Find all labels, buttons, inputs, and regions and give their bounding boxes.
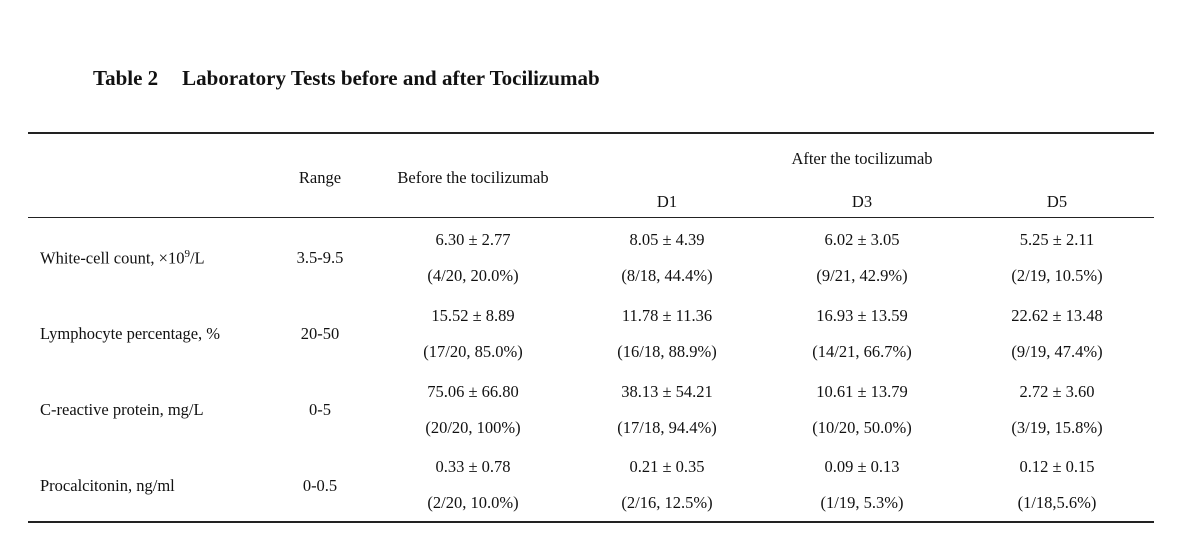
range-cell: 0-5 — [309, 400, 331, 419]
before-count-cell: (20/20, 100%) — [425, 418, 521, 437]
row-label-procalcitonin: Procalcitonin, ng/ml — [40, 476, 175, 495]
d3-mean-cell: 6.02 ± 3.05 — [824, 230, 900, 249]
d5-count-cell: (2/19, 10.5%) — [1011, 266, 1103, 285]
before-count-cell: (2/20, 10.0%) — [427, 493, 519, 512]
table-caption: Table 2 Laboratory Tests before and after… — [93, 66, 600, 91]
range-cell: 0-0.5 — [302, 476, 338, 495]
range-cell: 3.5-9.5 — [296, 248, 344, 267]
d1-count-cell: (17/18, 94.4%) — [617, 418, 717, 437]
d3-mean-cell: 0.09 ± 0.13 — [824, 457, 900, 476]
before-count-cell: (4/20, 20.0%) — [427, 266, 519, 285]
header-range: Range — [298, 168, 342, 187]
d1-mean-cell: 11.78 ± 11.36 — [621, 306, 713, 325]
d5-count-cell: (1/18,5.6%) — [1017, 493, 1097, 512]
d5-mean-cell: 2.72 ± 3.60 — [1019, 382, 1095, 401]
range-cell: 20-50 — [300, 324, 340, 343]
d1-mean-cell: 8.05 ± 4.39 — [629, 230, 705, 249]
before-count-cell: (17/20, 85.0%) — [423, 342, 523, 361]
before-mean-cell: 75.06 ± 66.80 — [427, 382, 519, 401]
d1-count-cell: (16/18, 88.9%) — [617, 342, 717, 361]
d5-count-cell: (3/19, 15.8%) — [1011, 418, 1103, 437]
row-label-white-cell-count: White-cell count, ×109/L — [40, 248, 205, 268]
d3-count-cell: (9/21, 42.9%) — [816, 266, 908, 285]
header-d5: D5 — [1046, 192, 1068, 211]
d3-mean-cell: 10.61 ± 13.79 — [816, 382, 908, 401]
header-rule — [28, 217, 1154, 218]
header-before: Before the tocilizumab — [397, 168, 549, 187]
before-mean-cell: 6.30 ± 2.77 — [435, 230, 511, 249]
d5-count-cell: (9/19, 47.4%) — [1011, 342, 1103, 361]
d5-mean-cell: 22.62 ± 13.48 — [1011, 306, 1103, 325]
d1-mean-cell: 38.13 ± 54.21 — [621, 382, 713, 401]
row-label-c-reactive-protein: C-reactive protein, mg/L — [40, 400, 204, 419]
before-mean-cell: 15.52 ± 8.89 — [431, 306, 515, 325]
table-title: Laboratory Tests before and after Tocili… — [182, 66, 600, 90]
header-d3: D3 — [851, 192, 873, 211]
d3-mean-cell: 16.93 ± 13.59 — [816, 306, 908, 325]
d5-mean-cell: 0.12 ± 0.15 — [1019, 457, 1095, 476]
d1-count-cell: (2/16, 12.5%) — [621, 493, 713, 512]
d3-count-cell: (1/19, 5.3%) — [820, 493, 904, 512]
table-number: Table 2 — [93, 66, 159, 90]
before-mean-cell: 0.33 ± 0.78 — [435, 457, 511, 476]
header-d1: D1 — [656, 192, 678, 211]
d1-mean-cell: 0.21 ± 0.35 — [629, 457, 705, 476]
d1-count-cell: (8/18, 44.4%) — [621, 266, 713, 285]
row-label-lymphocyte-percentage: Lymphocyte percentage, % — [40, 324, 221, 343]
d3-count-cell: (10/20, 50.0%) — [812, 418, 912, 437]
header-after: After the tocilizumab — [791, 149, 933, 168]
bottom-rule — [28, 521, 1154, 523]
top-rule — [28, 132, 1154, 134]
d3-count-cell: (14/21, 66.7%) — [812, 342, 912, 361]
d5-mean-cell: 5.25 ± 2.11 — [1019, 230, 1095, 249]
